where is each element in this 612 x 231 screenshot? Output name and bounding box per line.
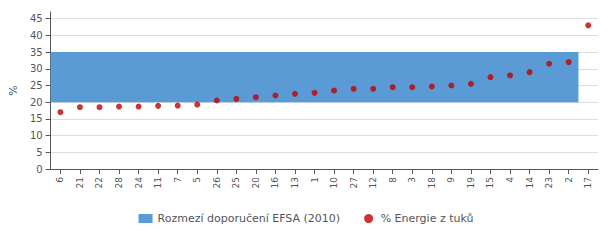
svg-text:27: 27 xyxy=(349,177,359,188)
svg-text:14: 14 xyxy=(525,177,535,189)
svg-text:17: 17 xyxy=(583,177,593,188)
svg-text:10: 10 xyxy=(30,130,43,141)
svg-text:3: 3 xyxy=(407,177,417,183)
svg-text:15: 15 xyxy=(30,113,43,124)
svg-text:28: 28 xyxy=(114,177,124,189)
svg-text:0: 0 xyxy=(36,164,42,175)
svg-text:24: 24 xyxy=(134,177,144,189)
svg-text:45: 45 xyxy=(30,13,43,24)
svg-text:23: 23 xyxy=(544,177,554,188)
svg-text:5: 5 xyxy=(36,147,42,158)
svg-text:11: 11 xyxy=(153,177,163,188)
svg-text:4: 4 xyxy=(505,177,515,183)
svg-text:8: 8 xyxy=(388,177,398,183)
svg-text:22: 22 xyxy=(94,177,104,188)
svg-text:%: % xyxy=(7,85,20,95)
svg-text:10: 10 xyxy=(329,177,339,189)
svg-text:13: 13 xyxy=(290,177,300,188)
svg-text:1: 1 xyxy=(310,177,320,183)
svg-text:9: 9 xyxy=(446,177,456,183)
svg-text:21: 21 xyxy=(75,177,85,188)
svg-text:26: 26 xyxy=(212,177,222,189)
svg-text:2: 2 xyxy=(564,177,574,183)
svg-text:20: 20 xyxy=(251,177,261,189)
svg-text:7: 7 xyxy=(173,177,183,183)
svg-text:40: 40 xyxy=(30,30,43,41)
svg-text:25: 25 xyxy=(231,177,241,188)
svg-text:30: 30 xyxy=(30,63,43,74)
svg-text:35: 35 xyxy=(30,47,43,58)
svg-text:Rozmezí doporučení EFSA (2010): Rozmezí doporučení EFSA (2010) xyxy=(158,212,341,225)
svg-text:20: 20 xyxy=(30,97,43,108)
svg-text:25: 25 xyxy=(30,80,43,91)
svg-text:6: 6 xyxy=(55,177,65,183)
svg-text:16: 16 xyxy=(270,177,280,189)
svg-text:12: 12 xyxy=(368,177,378,188)
svg-text:18: 18 xyxy=(427,177,437,189)
svg-text:% Energie z tuků: % Energie z tuků xyxy=(381,212,474,225)
svg-text:19: 19 xyxy=(466,177,476,189)
svg-text:5: 5 xyxy=(192,177,202,183)
svg-text:15: 15 xyxy=(485,177,495,188)
